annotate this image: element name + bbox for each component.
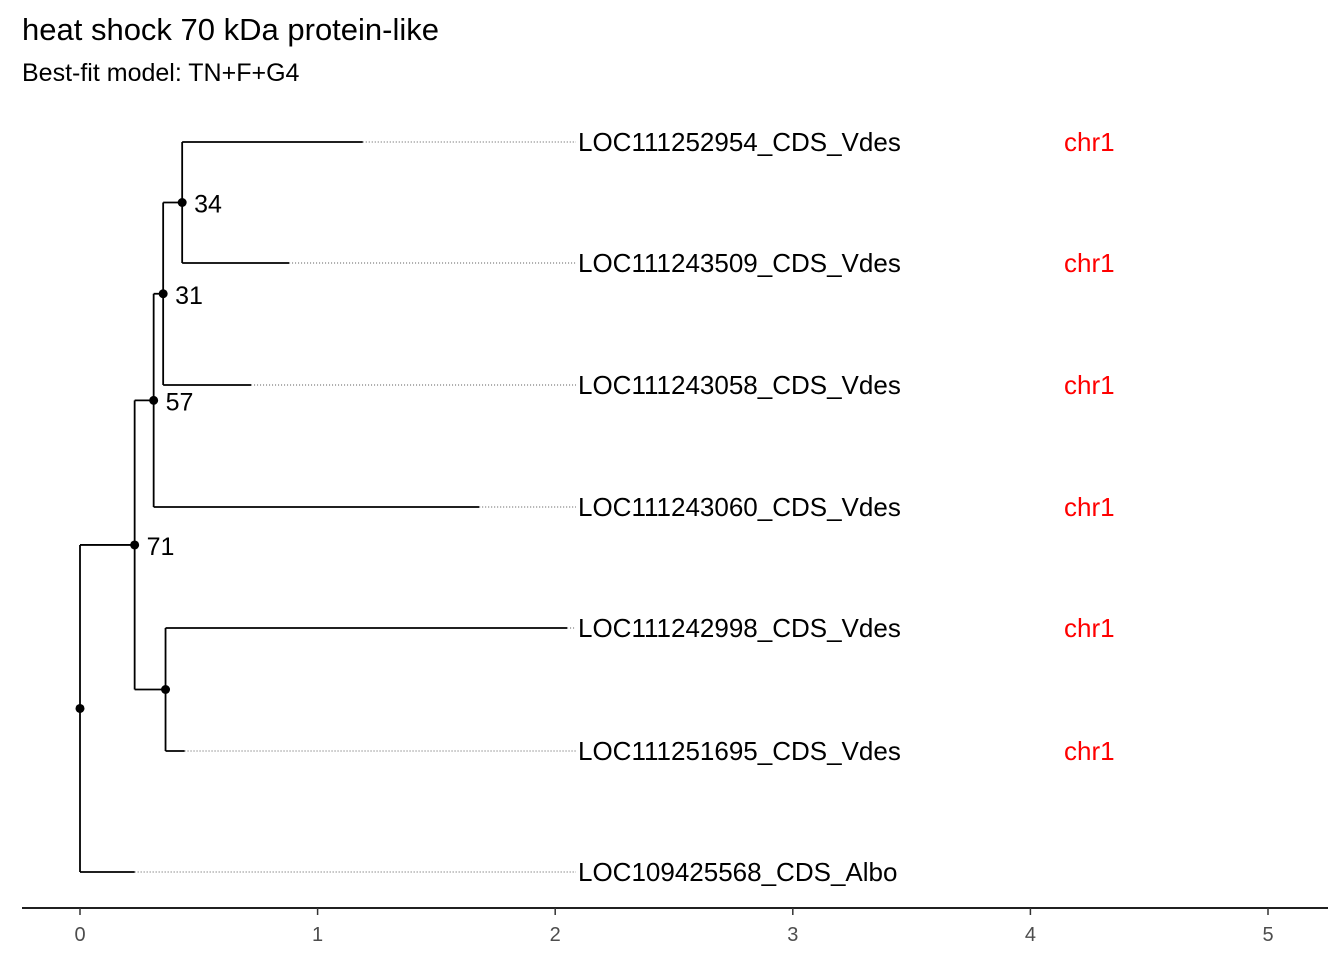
- x-tick-label: 3: [787, 924, 798, 946]
- chromosome-label: chr1: [1064, 492, 1115, 522]
- tip-label: LOC111242998_CDS_Vdes: [578, 613, 901, 643]
- x-tick-label: 1: [312, 924, 323, 946]
- bootstrap-label: 57: [166, 388, 194, 416]
- tip-label: LOC111252954_CDS_Vdes: [578, 127, 901, 157]
- chromosome-label: chr1: [1064, 248, 1115, 278]
- node-point-n57: [149, 395, 159, 405]
- tip-label: LOC109425568_CDS_Albo: [578, 857, 897, 887]
- x-tick-label: 0: [74, 924, 85, 946]
- chromosome-label: chr1: [1064, 370, 1115, 400]
- tip-label: LOC111243509_CDS_Vdes: [578, 248, 901, 278]
- node-point-root: [75, 703, 85, 713]
- node-point-n31: [158, 289, 168, 299]
- x-tick-label: 5: [1262, 924, 1273, 946]
- x-tick-label: 2: [550, 924, 561, 946]
- x-tick-label: 4: [1025, 924, 1036, 946]
- tip-label: LOC111243060_CDS_Vdes: [578, 492, 901, 522]
- chromosome-label: chr1: [1064, 736, 1115, 766]
- bootstrap-label: 71: [147, 533, 175, 561]
- chart-title: heat shock 70 kDa protein-like: [22, 12, 440, 47]
- bootstrap-label: 34: [194, 191, 222, 219]
- bootstrap-label: 31: [175, 282, 203, 310]
- tip-label: LOC111251695_CDS_Vdes: [578, 736, 901, 766]
- node-point-n71: [130, 540, 140, 550]
- node-point-nB: [161, 685, 171, 694]
- chromosome-label: chr1: [1064, 127, 1115, 157]
- tip-label: LOC111243058_CDS_Vdes: [578, 370, 901, 400]
- chromosome-label: chr1: [1064, 613, 1115, 643]
- node-point-n34: [177, 198, 187, 207]
- chart-subtitle: Best-fit model: TN+F+G4: [22, 59, 300, 87]
